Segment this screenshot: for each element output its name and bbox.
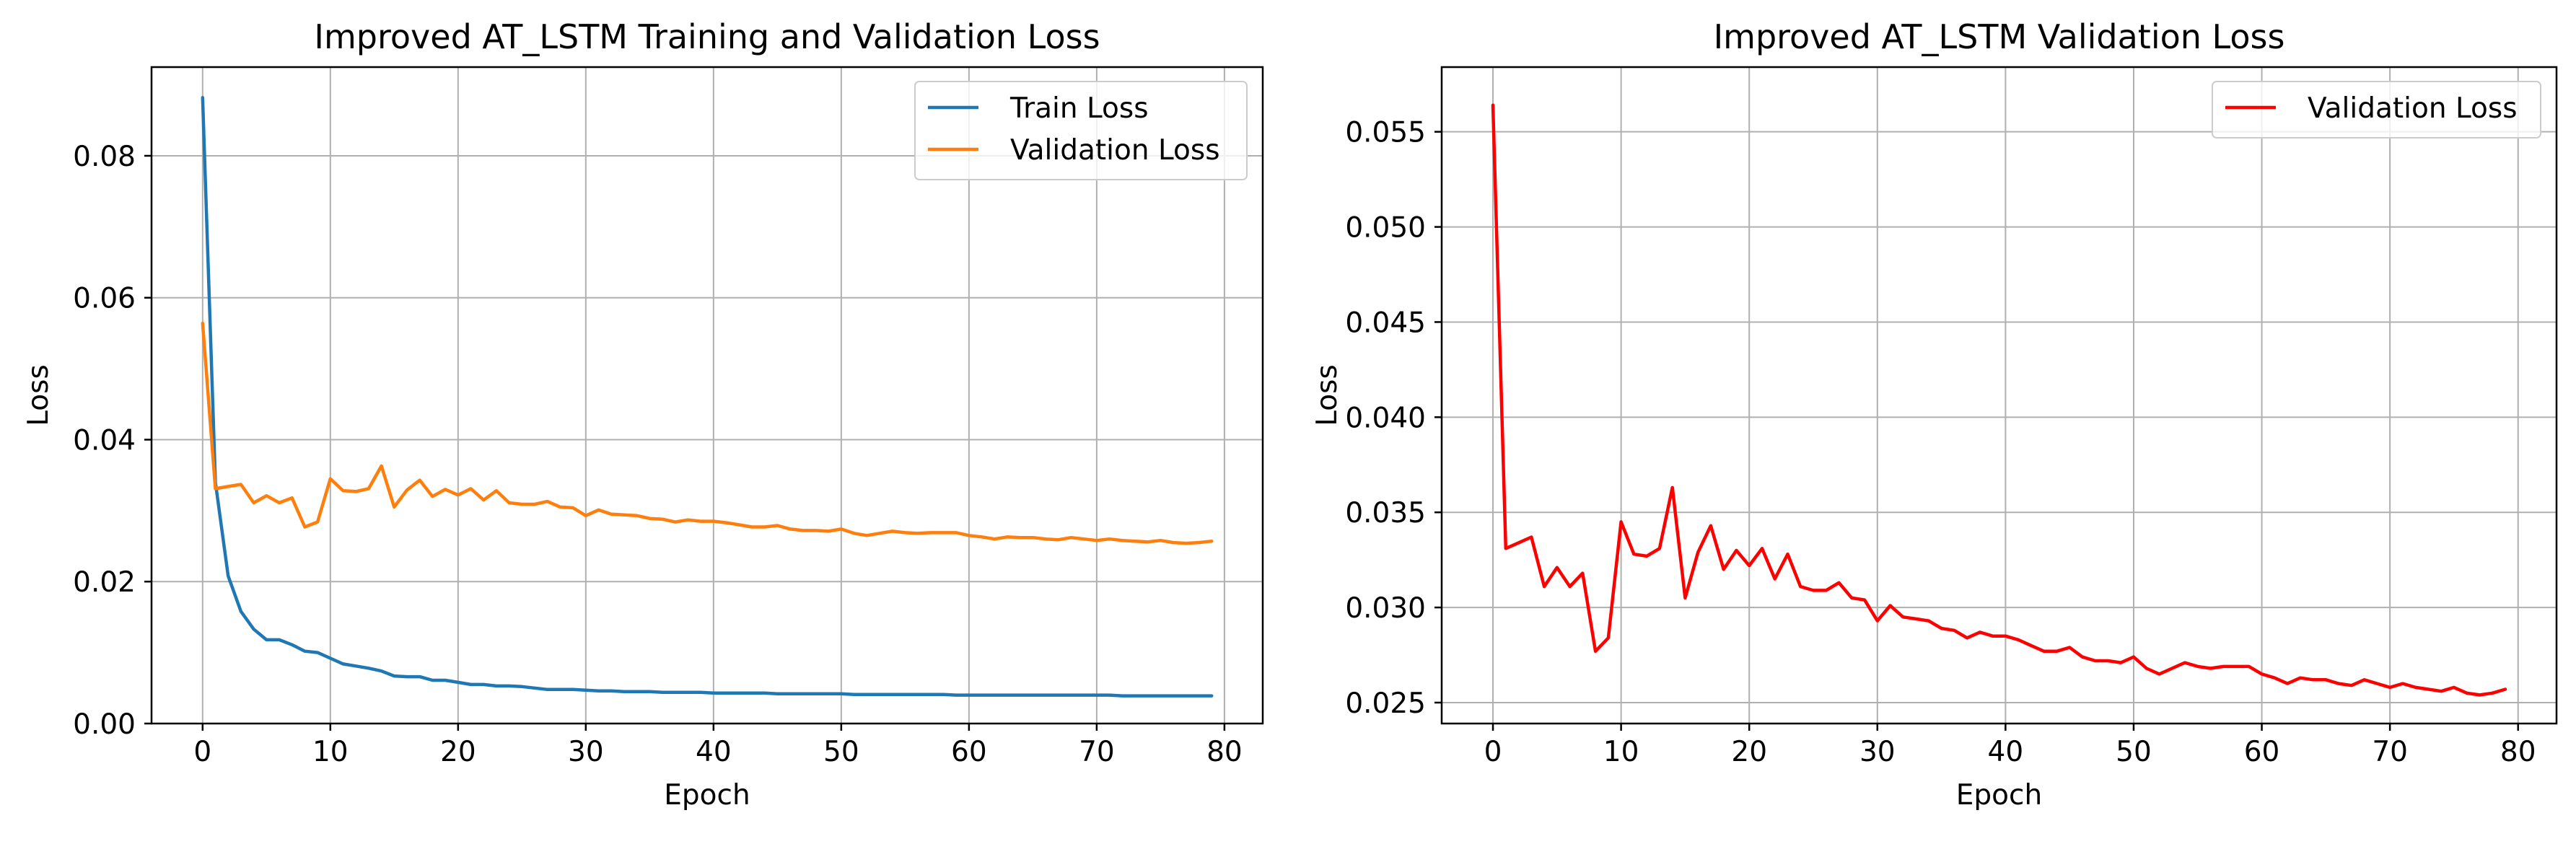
x-tick-label: 40 <box>1988 736 2024 768</box>
y-tick-label: 0.045 <box>1345 307 1426 339</box>
legend-label-validation-loss: Validation Loss <box>2308 92 2518 125</box>
legend-label-train-loss: Train Loss <box>1009 92 1149 125</box>
x-tick-label: 30 <box>1859 736 1896 768</box>
legend: Train Loss Validation Loss <box>914 81 1248 180</box>
x-tick-label: 80 <box>2500 736 2536 768</box>
legend: Validation Loss <box>2212 81 2541 139</box>
y-tick-label: 0.08 <box>73 141 136 173</box>
y-tick-label: 0.04 <box>73 424 136 457</box>
legend-box <box>2212 81 2541 139</box>
y-tick-label: 0.040 <box>1345 402 1426 434</box>
y-tick-label: 0.00 <box>73 708 136 741</box>
y-tick-label: 0.035 <box>1345 497 1426 529</box>
x-tick-label: 80 <box>1206 736 1243 768</box>
x-tick-label: 20 <box>1731 736 1767 768</box>
y-axis-label: Loss <box>22 364 55 426</box>
chart-title: Improved AT_LSTM Training and Validation… <box>314 17 1100 56</box>
x-tick-label: 40 <box>696 736 732 768</box>
legend-label-validation-loss: Validation Loss <box>1010 134 1220 167</box>
series-line-validation-loss <box>201 321 1214 545</box>
x-tick-label: 50 <box>2116 736 2152 768</box>
x-tick-label: 0 <box>1484 736 1502 768</box>
series-layer <box>201 96 1214 698</box>
y-axis-label: Loss <box>1311 364 1344 426</box>
legend-box <box>914 81 1248 180</box>
x-tick-label: 10 <box>1603 736 1639 768</box>
axis-ticks: 0 10 20 30 40 50 60 70 80 0.00 0.02 0.04 0.06 0.08 <box>73 141 1243 768</box>
x-tick-label: 0 <box>193 736 211 768</box>
series-line-train-loss <box>201 96 1214 698</box>
x-axis-label: Epoch <box>1956 779 2042 812</box>
plot-frame <box>150 66 1264 725</box>
y-tick-label: 0.02 <box>73 566 136 599</box>
y-tick-label: 0.06 <box>73 283 136 315</box>
axis-ticks: 0 10 20 30 40 50 60 70 80 0.025 0.030 0.035 0.040 0.0… <box>1345 117 2536 768</box>
series-layer <box>1491 103 2507 697</box>
grid <box>1442 67 2557 724</box>
chart-right: 0 10 20 30 40 50 60 70 80 0.025 0.030 0.035 0.040 0.0… <box>1311 17 2558 812</box>
x-tick-label: 60 <box>2244 736 2280 768</box>
y-tick-label: 0.055 <box>1345 117 1426 149</box>
plot-frame <box>1440 66 2558 725</box>
series-line-validation-loss <box>1491 103 2507 697</box>
y-tick-label: 0.030 <box>1345 592 1426 625</box>
x-axis-label: Epoch <box>664 779 750 812</box>
x-tick-label: 50 <box>823 736 859 768</box>
x-tick-label: 20 <box>440 736 476 768</box>
chart-left: 0 10 20 30 40 50 60 70 80 0.00 0.02 0.04 0.06 0.08 Im… <box>22 17 1264 812</box>
x-tick-label: 30 <box>568 736 604 768</box>
x-tick-label: 60 <box>951 736 987 768</box>
chart-title: Improved AT_LSTM Validation Loss <box>1714 17 2285 56</box>
x-tick-label: 10 <box>312 736 349 768</box>
y-tick-label: 0.025 <box>1345 687 1426 720</box>
x-tick-label: 70 <box>2372 736 2408 768</box>
x-tick-label: 70 <box>1079 736 1115 768</box>
y-tick-label: 0.050 <box>1345 212 1426 245</box>
